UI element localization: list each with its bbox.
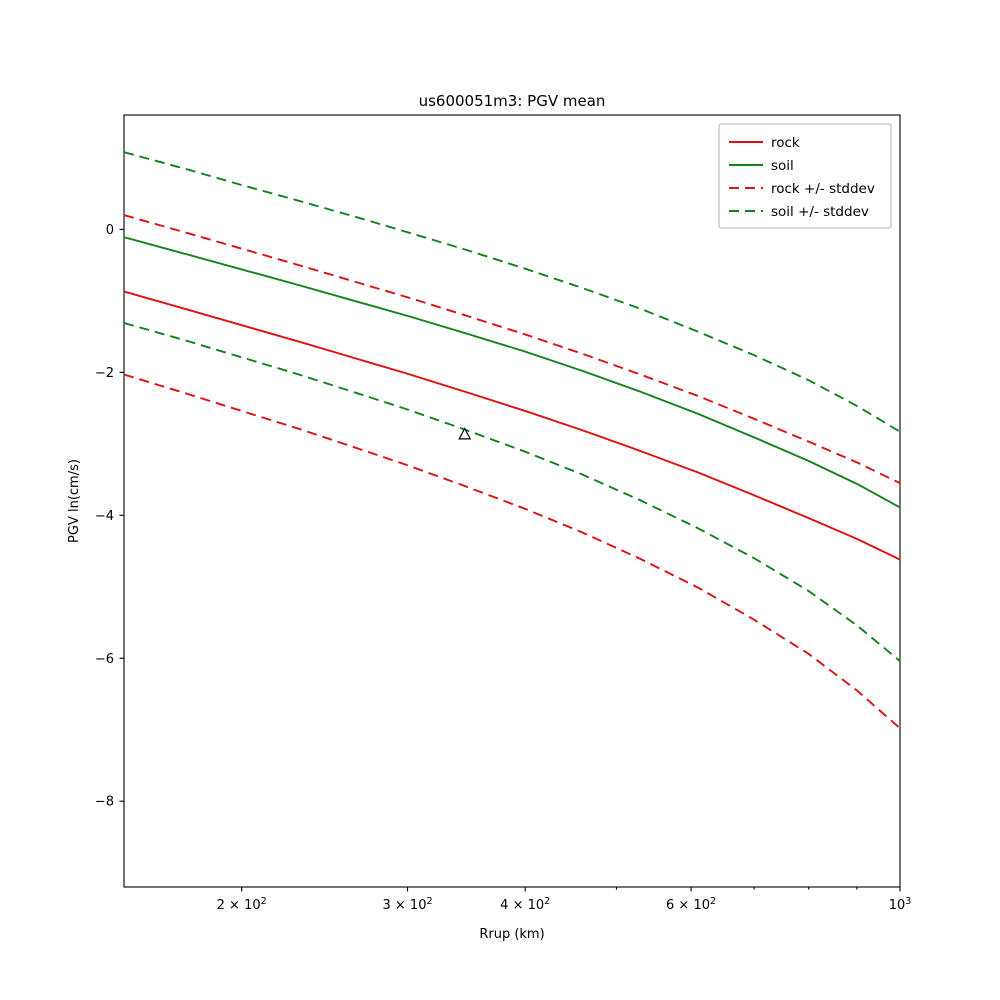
- x-tick-label: 3 × 102: [383, 896, 433, 913]
- series-soil_minus_stddev: [123, 322, 901, 662]
- series-rock: [123, 290, 901, 561]
- x-tick-label: 4 × 102: [500, 896, 550, 913]
- y-tick-label: −4: [95, 509, 114, 524]
- labels-layer: us600051m3: PGV mean Rrup (km) PGV ln(cm/s…: [67, 92, 605, 942]
- legend-box: [718, 123, 892, 229]
- x-tick-label: 103: [889, 896, 912, 913]
- legend-label-3: soil +/- stddev: [771, 204, 869, 220]
- legend-label-0: rock: [771, 135, 800, 151]
- series-soil: [123, 236, 901, 509]
- chart-title: us600051m3: PGV mean: [419, 92, 606, 110]
- series-rock_plus_stddev: [123, 214, 901, 484]
- series-layer: [123, 151, 901, 730]
- x-tick-label: 2 × 102: [217, 896, 267, 913]
- series-soil_plus_stddev: [123, 151, 901, 433]
- y-tick-label: −2: [95, 366, 114, 381]
- x-axis-label: Rrup (km): [479, 927, 544, 942]
- y-axis-label: PGV ln(cm/s): [67, 459, 82, 543]
- markers-layer: [458, 427, 472, 440]
- y-tick-label: 0: [106, 223, 114, 238]
- legend-label-1: soil: [771, 158, 794, 174]
- legend-label-2: rock +/- stddev: [771, 181, 875, 197]
- plot-frame: [123, 114, 901, 888]
- y-tick-label: −6: [95, 652, 114, 667]
- chart-legend: rock soil rock +/- stddev soil +/- stddev: [718, 123, 892, 229]
- y-tick-label: −8: [95, 795, 114, 810]
- marker-observation: [458, 427, 472, 440]
- series-rock_minus_stddev: [123, 373, 901, 730]
- x-tick-label: 6 × 102: [666, 896, 716, 913]
- axes-layer: 2 × 102 3 × 102 4 × 102 6 × 102 103 0 −2 −4 −6 −8: [95, 114, 912, 913]
